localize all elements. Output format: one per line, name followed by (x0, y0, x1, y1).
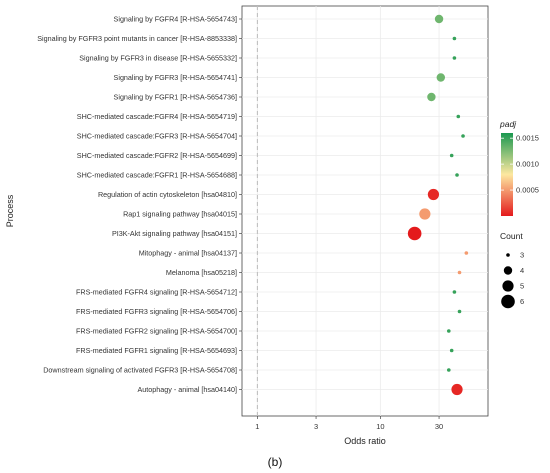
count-legend-dot (502, 280, 514, 292)
data-point (446, 368, 451, 372)
category-labels: Signaling by FGFR4 [R-HSA-5654743] Signal… (37, 15, 242, 394)
category-label: Autophagy - animal [hsa04140] (138, 385, 238, 394)
x-axis-title: Odds ratio (344, 436, 386, 446)
data-point (456, 114, 461, 119)
category-label: Signaling by FGFR3 point mutants in canc… (37, 34, 237, 43)
data-point (446, 329, 451, 333)
count-legend-label: 5 (520, 282, 524, 291)
x-tick-label: 10 (376, 422, 384, 431)
count-legend-label: 6 (520, 297, 524, 306)
x-tick-label: 3 (314, 422, 318, 431)
category-label: Mitophagy - animal [hsa04137] (139, 249, 237, 258)
category-label: FRS-mediated FGFR4 signaling [R-HSA-5654… (76, 288, 237, 297)
data-point (449, 348, 454, 353)
category-label: FRS-mediated FGFR1 signaling [R-HSA-5654… (76, 346, 237, 355)
data-point (449, 153, 454, 158)
data-point (407, 226, 422, 241)
y-axis-title: Process (5, 194, 15, 227)
padj-colorbar (501, 133, 513, 216)
plot-panel (241, 5, 489, 417)
padj-tick-label: 0.0010 (516, 160, 539, 169)
count-legend-dot (503, 266, 513, 275)
data-point (464, 251, 469, 255)
x-tick-label: 1 (255, 422, 259, 431)
data-point (452, 290, 457, 294)
category-label: SHC-mediated cascade:FGFR4 [R-HSA-565471… (77, 112, 237, 121)
x-tick-labels: 1 3 10 30 (255, 416, 443, 431)
category-label: Rap1 signaling pathway [hsa04015] (123, 210, 237, 219)
category-label: SHC-mediated cascade:FGFR1 [R-HSA-565468… (77, 171, 237, 180)
category-label: Regulation of actin cytoskeleton [hsa048… (98, 190, 237, 199)
count-legend-dot (501, 294, 515, 309)
category-label: Signaling by FGFR3 in disease [R-HSA-565… (79, 54, 237, 63)
x-tick-label: 30 (435, 422, 443, 431)
category-label: PI3K-Akt signaling pathway [hsa04151] (112, 229, 237, 238)
category-label: Downstream signaling of activated FGFR3 … (43, 366, 237, 375)
category-label: Signaling by FGFR1 [R-HSA-5654736] (114, 93, 237, 102)
category-label: Signaling by FGFR4 [R-HSA-5654743] (114, 15, 237, 24)
padj-legend: padj 0.0005 0.0010 0.0015 (499, 119, 539, 216)
count-legend-items: 3 4 5 6 (501, 251, 524, 309)
category-label: SHC-mediated cascade:FGFR3 [R-HSA-565470… (77, 132, 237, 141)
count-legend: Count 3 4 5 6 (500, 231, 524, 309)
category-label: Signaling by FGFR3 [R-HSA-5654741] (114, 73, 237, 82)
padj-tick-label: 0.0015 (516, 134, 539, 143)
padj-tick-label: 0.0005 (516, 186, 539, 195)
count-legend-label: 4 (520, 266, 524, 275)
data-point (457, 270, 462, 275)
count-legend-dot (506, 253, 510, 257)
padj-legend-ticks: 0.0005 0.0010 0.0015 (501, 134, 539, 195)
gridlines (242, 6, 488, 416)
data-point (452, 36, 457, 41)
data-point (452, 56, 457, 60)
data-point (455, 173, 459, 177)
data-point (457, 309, 462, 314)
category-label: FRS-mediated FGFR2 signaling [R-HSA-5654… (76, 327, 237, 336)
data-points (407, 14, 469, 396)
category-label: Melanoma [hsa05218] (166, 268, 237, 277)
data-point (451, 383, 463, 396)
category-label: FRS-mediated FGFR3 signaling [R-HSA-5654… (76, 307, 237, 316)
data-point (427, 92, 436, 102)
count-legend-title: Count (500, 231, 523, 241)
data-point (434, 14, 444, 24)
count-legend-label: 3 (520, 251, 524, 260)
data-point (461, 134, 465, 138)
data-point (419, 208, 431, 220)
padj-legend-title: padj (499, 119, 517, 129)
data-point (436, 73, 446, 82)
figure-caption: (b) (268, 455, 283, 469)
category-label: SHC-mediated cascade:FGFR2 [R-HSA-565469… (77, 151, 237, 160)
data-point (427, 188, 440, 201)
